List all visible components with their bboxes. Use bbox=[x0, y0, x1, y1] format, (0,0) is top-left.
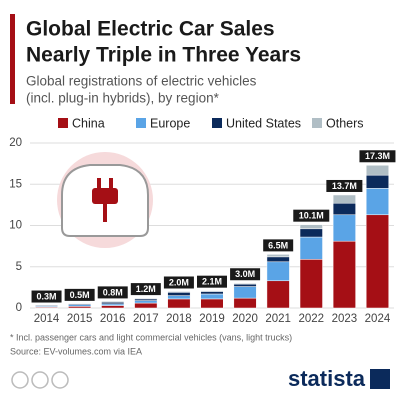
bar-segment bbox=[299, 228, 323, 238]
y-tick-label: 0 bbox=[16, 302, 22, 314]
brand-logo bbox=[370, 369, 390, 389]
total-label: 1.2M bbox=[136, 284, 156, 294]
bar-segment bbox=[200, 290, 224, 292]
bar-segment bbox=[101, 301, 125, 303]
total-label-box bbox=[326, 179, 363, 192]
car-icon bbox=[57, 152, 153, 248]
bar-segment bbox=[200, 298, 224, 309]
bar-segment bbox=[134, 302, 158, 309]
bar-segment bbox=[332, 202, 356, 216]
x-tick-label: 2021 bbox=[265, 313, 291, 325]
subtitle-line2: (incl. plug-in hybrids), by region* bbox=[26, 91, 220, 106]
x-tick-label: 2024 bbox=[365, 313, 391, 325]
total-label: 10.1M bbox=[299, 211, 324, 221]
bar-segment bbox=[68, 303, 92, 305]
legend-swatch bbox=[58, 118, 68, 128]
total-label-box bbox=[230, 268, 261, 281]
total-label: 17.3M bbox=[365, 151, 390, 161]
y-tick-label: 15 bbox=[9, 178, 22, 190]
legend-label: China bbox=[72, 116, 105, 130]
y-tick-label: 5 bbox=[16, 261, 22, 273]
x-tick-label: 2016 bbox=[100, 313, 126, 325]
total-label: 3.0M bbox=[235, 269, 255, 279]
bar-segment bbox=[134, 300, 158, 304]
total-label: 13.7M bbox=[332, 181, 357, 191]
bar-segment bbox=[332, 214, 356, 242]
bar-segment bbox=[233, 283, 257, 287]
x-tick-label: 2020 bbox=[232, 313, 258, 325]
bar-segment bbox=[332, 194, 356, 204]
brand: statista bbox=[288, 366, 366, 391]
bar-segment bbox=[200, 293, 224, 300]
bar-segment bbox=[365, 188, 389, 216]
bar-segment bbox=[266, 254, 290, 258]
x-tick-label: 2017 bbox=[133, 313, 159, 325]
bar-segment bbox=[200, 291, 224, 295]
bar-segment bbox=[365, 174, 389, 189]
subtitle-line1: Global registrations of electric vehicle… bbox=[26, 74, 257, 89]
total-label-box bbox=[97, 286, 128, 299]
total-label-box bbox=[359, 150, 396, 163]
x-tick-label: 2018 bbox=[166, 313, 192, 325]
y-tick-label: 10 bbox=[9, 220, 22, 232]
chart-title-line1: Global Electric Car Sales bbox=[26, 18, 275, 41]
legend-label: Others bbox=[326, 116, 364, 130]
total-label-box bbox=[64, 288, 95, 301]
x-tick-label: 2015 bbox=[67, 313, 93, 325]
total-label: 6.5M bbox=[268, 240, 288, 250]
source: Source: EV-volumes.com via IEA bbox=[10, 346, 142, 356]
total-label-box bbox=[31, 290, 62, 303]
bar-segment bbox=[365, 214, 389, 309]
total-label-box bbox=[130, 283, 161, 296]
bar-segment bbox=[101, 305, 125, 309]
bar-segment bbox=[134, 297, 158, 300]
total-label-box bbox=[197, 275, 227, 288]
total-label-box bbox=[263, 239, 294, 252]
x-tick-label: 2022 bbox=[298, 313, 324, 325]
legend-swatch bbox=[212, 118, 222, 128]
bar-segment bbox=[299, 224, 323, 230]
y-tick-label: 20 bbox=[9, 137, 22, 149]
total-label: 0.3M bbox=[37, 291, 57, 301]
x-tick-label: 2019 bbox=[199, 313, 225, 325]
bar-segment bbox=[299, 236, 323, 260]
legend-swatch bbox=[312, 118, 322, 128]
legend-label: United States bbox=[226, 116, 301, 130]
bar-segment bbox=[266, 261, 290, 282]
legend-label: Europe bbox=[150, 116, 190, 130]
total-label: 0.5M bbox=[70, 290, 90, 300]
title-accent bbox=[10, 14, 15, 104]
footnote: * Incl. passenger cars and light commerc… bbox=[10, 332, 292, 342]
bar-segment bbox=[35, 305, 59, 307]
license-icons bbox=[11, 371, 69, 389]
bar-segment bbox=[266, 280, 290, 309]
legend-swatch bbox=[136, 118, 146, 128]
chart-title-line2: Nearly Triple in Three Years bbox=[26, 44, 301, 67]
total-label: 2.0M bbox=[169, 277, 189, 287]
x-tick-label: 2014 bbox=[34, 313, 60, 325]
bar-segment bbox=[167, 298, 191, 309]
bar-segment bbox=[332, 240, 356, 309]
bar-segment bbox=[266, 256, 290, 263]
x-tick-label: 2023 bbox=[332, 313, 358, 325]
bar-segment bbox=[233, 297, 257, 309]
total-label: 2.1M bbox=[202, 277, 222, 287]
bar-segment bbox=[233, 286, 257, 299]
bar-segment bbox=[299, 259, 323, 309]
bar-segment bbox=[167, 292, 191, 296]
bar-segment bbox=[167, 295, 191, 300]
bar-segment bbox=[365, 165, 389, 176]
total-label-box bbox=[293, 209, 330, 222]
bar-segment bbox=[233, 283, 257, 285]
total-label-box bbox=[163, 276, 194, 289]
total-label: 0.8M bbox=[103, 287, 123, 297]
bar-segment bbox=[167, 291, 191, 293]
